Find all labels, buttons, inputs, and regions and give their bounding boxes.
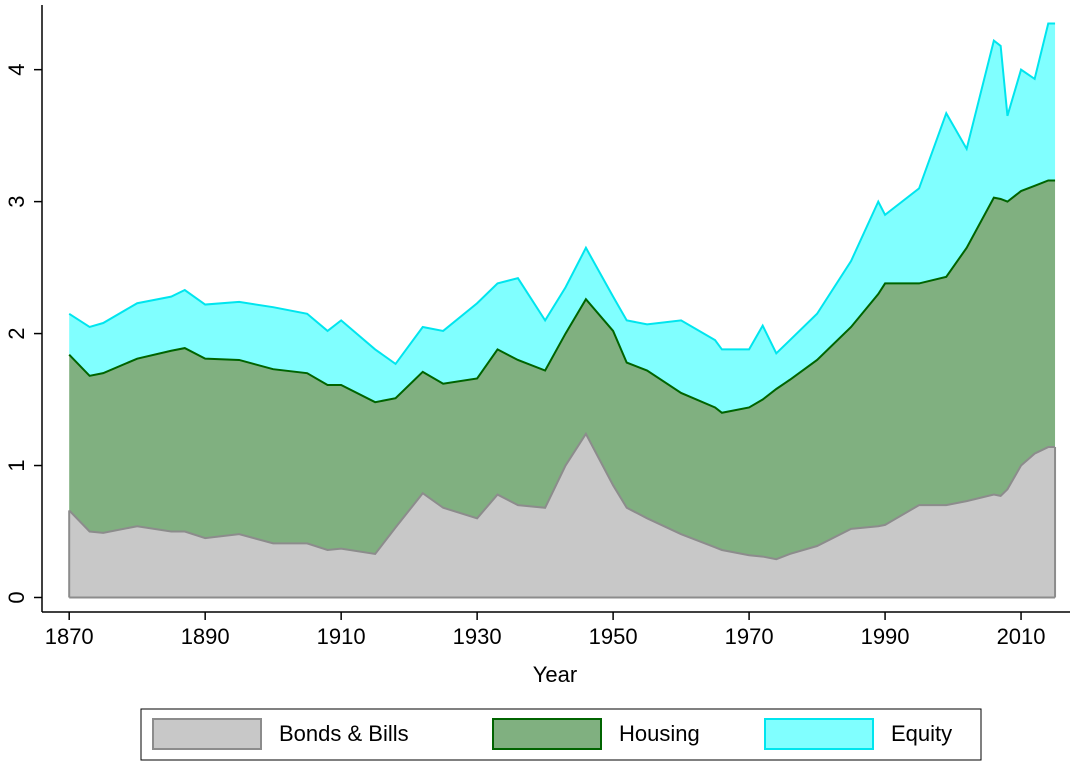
x-tick-label: 1950 bbox=[589, 624, 638, 649]
x-tick-label: 2010 bbox=[997, 624, 1046, 649]
area bbox=[69, 180, 1056, 560]
x-tick-label: 1870 bbox=[45, 624, 94, 649]
legend-label: Equity bbox=[891, 721, 952, 746]
legend: Bonds & Bills Housing Equity bbox=[140, 708, 982, 761]
x-tick-label: 1990 bbox=[861, 624, 910, 649]
x-axis-title: Year bbox=[533, 662, 577, 687]
x-tick-label: 1930 bbox=[453, 624, 502, 649]
area bbox=[69, 23, 1056, 413]
legend-swatch bbox=[492, 718, 602, 750]
x-tick-label: 1910 bbox=[317, 624, 366, 649]
y-tick-label: 0 bbox=[4, 591, 29, 603]
legend-swatch bbox=[152, 718, 262, 750]
x-tick-label: 1970 bbox=[725, 624, 774, 649]
legend-label: Bonds & Bills bbox=[279, 721, 409, 746]
y-tick-label: 4 bbox=[4, 64, 29, 76]
legend-swatch bbox=[764, 718, 874, 750]
y-tick-label: 2 bbox=[4, 327, 29, 339]
x-tick-label: 1890 bbox=[181, 624, 230, 649]
y-tick-label: 1 bbox=[4, 459, 29, 471]
area bbox=[69, 433, 1056, 598]
area-edge bbox=[68, 179, 1056, 414]
area-edge bbox=[68, 431, 1056, 561]
area-edge bbox=[68, 22, 1056, 366]
y-tick-label: 3 bbox=[4, 195, 29, 207]
legend-label: Housing bbox=[619, 721, 700, 746]
